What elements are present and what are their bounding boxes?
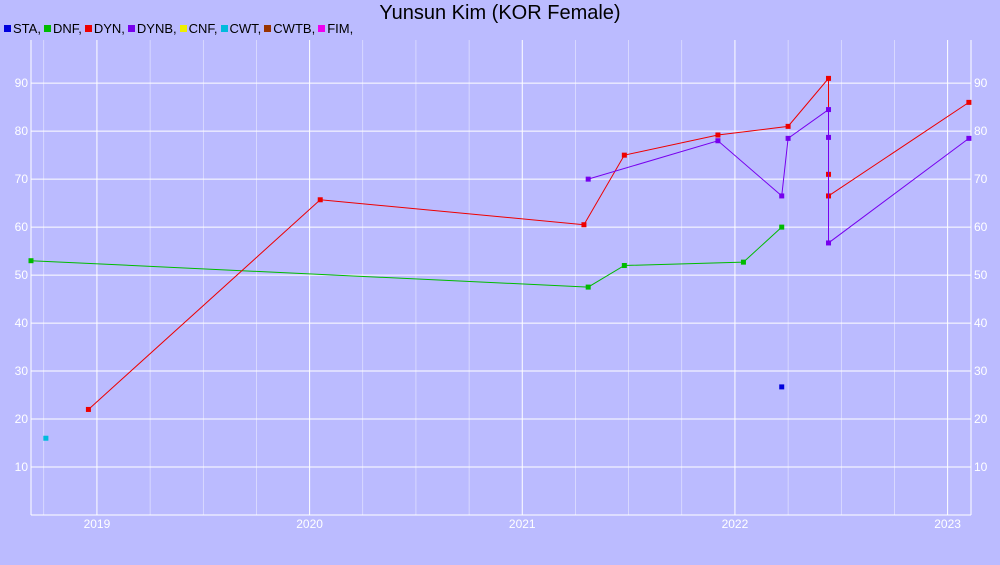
legend-swatch — [84, 24, 92, 32]
y-tick-label-left: 90 — [15, 76, 29, 90]
legend-swatch — [318, 24, 326, 32]
y-tick-label-right: 70 — [974, 172, 988, 186]
y-tick-label-right: 10 — [974, 460, 988, 474]
y-tick-label-left: 30 — [15, 364, 29, 378]
x-tick-label: 2021 — [509, 517, 536, 531]
legend-swatch — [264, 24, 272, 32]
data-point-dnf — [740, 259, 746, 265]
data-point-sta — [779, 384, 785, 390]
legend-label: DNF, — [52, 20, 82, 36]
data-point-dynb — [585, 176, 591, 182]
legend-label: DYN, — [93, 20, 125, 36]
data-point-dnf — [779, 224, 785, 230]
series-line-dynb — [588, 108, 970, 244]
x-tick-label: 2022 — [722, 517, 749, 531]
y-tick-label-right: 60 — [974, 220, 988, 234]
data-point-dyn — [85, 406, 91, 412]
y-tick-label-left: 80 — [15, 124, 29, 138]
legend-swatch — [179, 24, 187, 32]
y-tick-label-left: 70 — [15, 172, 29, 186]
data-point-dyn — [966, 99, 972, 105]
x-tick-label: 2019 — [84, 517, 111, 531]
legend-label: FIM, — [327, 20, 354, 36]
x-tick-label: 2020 — [296, 517, 323, 531]
chart-title: Yunsun Kim (KOR Female) — [379, 2, 621, 24]
data-point-dynb — [785, 135, 791, 141]
legend-label: CWT, — [229, 20, 262, 36]
y-tick-label-right: 20 — [974, 412, 988, 426]
data-point-dynb — [826, 240, 832, 246]
y-tick-label-right: 80 — [974, 124, 988, 138]
data-point-cwt — [43, 435, 49, 441]
data-point-dynb — [826, 107, 832, 113]
y-tick-label-right: 90 — [974, 76, 988, 90]
data-point-dnf — [585, 284, 591, 290]
x-tick-label: 2023 — [934, 517, 961, 531]
legend-item-sta: STA, — [4, 21, 41, 36]
y-tick-label-left: 40 — [15, 316, 29, 330]
data-point-dyn — [581, 222, 587, 228]
legend: STA, DNF, DYN, DYNB, CNF, CWT, CWTB, FIM, — [4, 20, 356, 36]
data-point-dynb — [966, 135, 972, 141]
y-tick-label-left: 20 — [15, 412, 29, 426]
data-point-dynb — [779, 193, 785, 199]
data-point-dyn — [317, 197, 323, 203]
legend-item-cwtb: CWTB, — [264, 21, 315, 36]
data-point-dynb — [826, 134, 832, 140]
series-line-dnf — [30, 226, 783, 288]
legend-label: CNF, — [188, 20, 218, 36]
legend-item-dynb: DYNB, — [127, 20, 177, 36]
legend-label: CWTB, — [273, 20, 316, 36]
legend-item-cwt: CWT, — [220, 20, 262, 36]
data-point-dyn — [621, 152, 627, 158]
data-point-dynb — [715, 138, 721, 144]
y-tick-label-left: 10 — [15, 460, 29, 474]
data-point-dnf — [28, 258, 34, 264]
series-line-dyn — [88, 77, 970, 410]
legend-swatch — [220, 24, 228, 32]
legend-swatch — [127, 24, 135, 32]
y-tick-label-left: 60 — [15, 220, 29, 234]
y-tick-label-right: 40 — [974, 316, 988, 330]
legend-item-dnf: DNF, — [43, 20, 82, 36]
y-tick-label-right: 50 — [974, 268, 988, 282]
legend-swatch — [43, 24, 51, 32]
data-point-dyn — [715, 132, 721, 138]
legend-swatch — [4, 24, 11, 32]
legend-item-fim: FIM, — [318, 21, 353, 36]
data-point-dyn — [826, 75, 832, 81]
y-tick-label-right: 30 — [974, 364, 988, 378]
legend-item-dyn: DYN, — [84, 20, 125, 36]
data-point-dyn — [785, 123, 791, 129]
legend-item-cnf: CNF, — [179, 20, 218, 36]
legend-label: DYNB, — [136, 20, 177, 36]
data-point-dnf — [621, 263, 627, 269]
legend-label: STA, — [13, 20, 41, 36]
y-tick-label-left: 50 — [15, 268, 29, 282]
